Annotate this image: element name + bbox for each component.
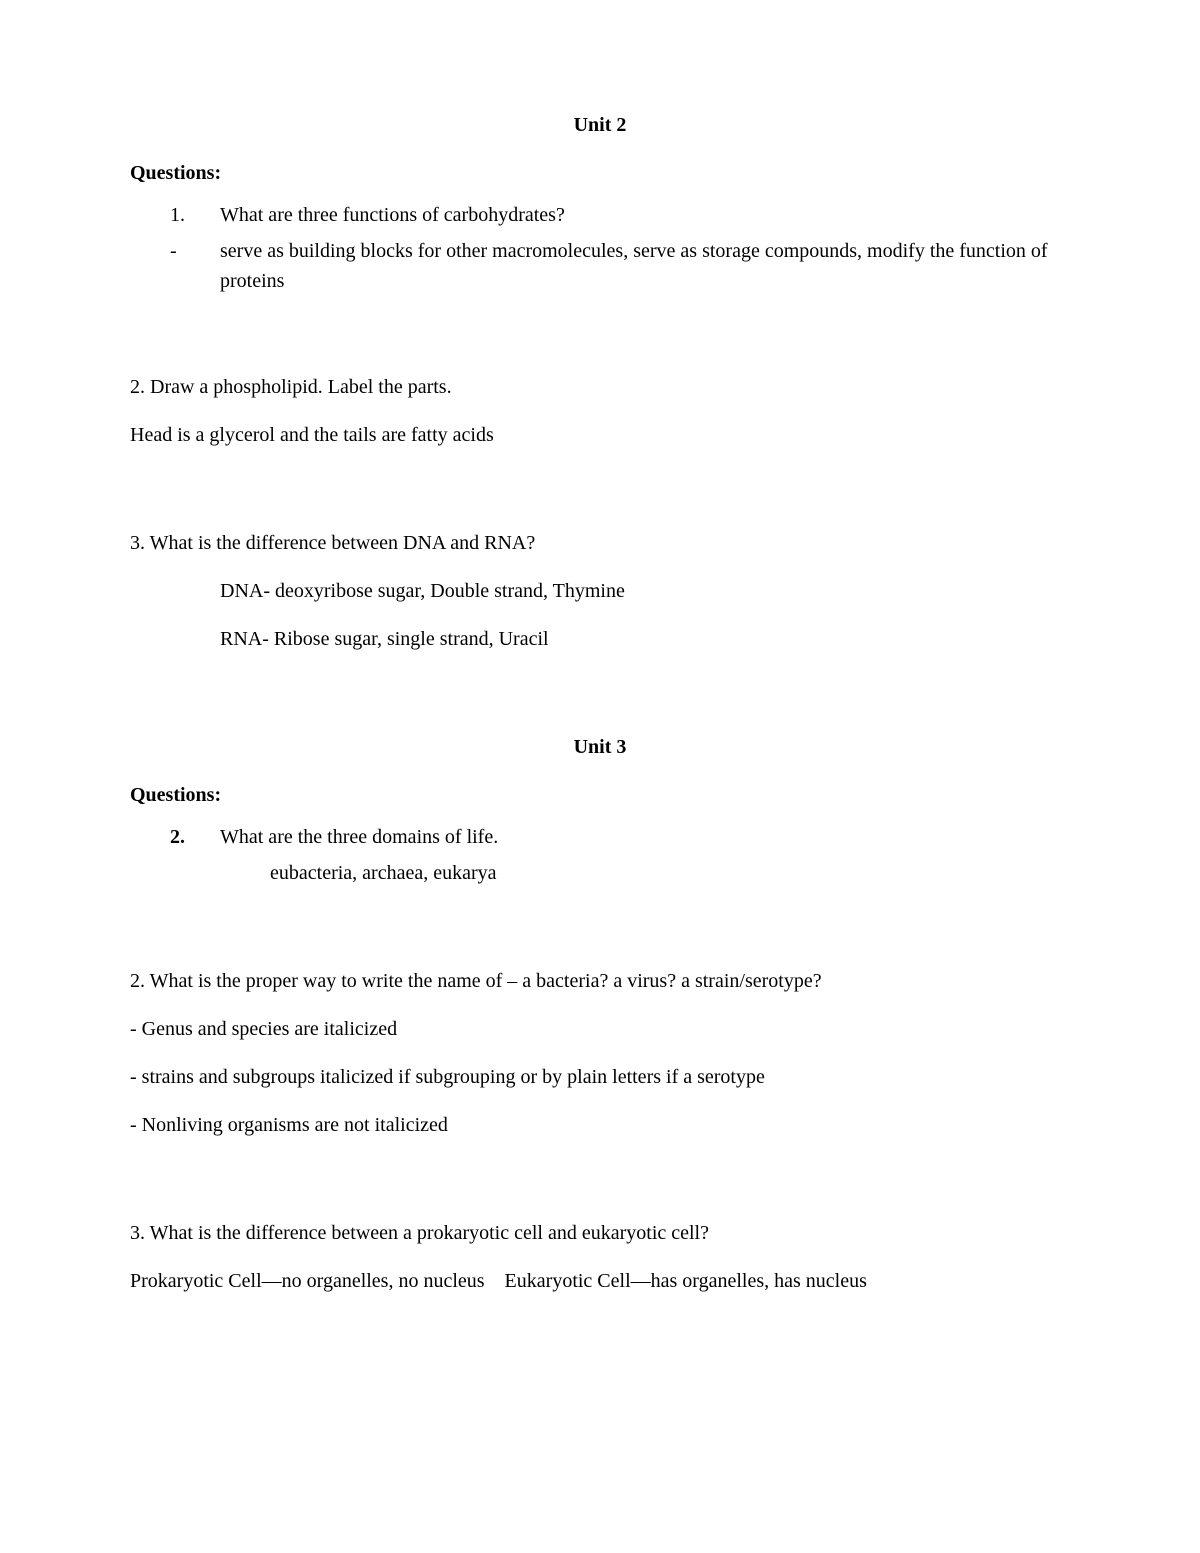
bullet-marker: -: [130, 236, 220, 296]
unit3-q1: 2. What are the three domains of life.: [130, 822, 1070, 852]
unit2-q3-prompt: 3. What is the difference between DNA an…: [130, 528, 1070, 558]
unit2-questions-label: Questions:: [130, 158, 1070, 188]
unit3-q2-line2: - strains and subgroups italicized if su…: [130, 1062, 1070, 1092]
unit2-q3-line1: DNA- deoxyribose sugar, Double strand, T…: [130, 576, 1070, 606]
unit3-q3-answer: Prokaryotic Cell—no organelles, no nucle…: [130, 1266, 1070, 1296]
list-marker: 1.: [130, 200, 220, 230]
unit3-questions-label: Questions:: [130, 780, 1070, 810]
unit2-q2-prompt: 2. Draw a phospholipid. Label the parts.: [130, 372, 1070, 402]
q1-answer-text: serve as building blocks for other macro…: [220, 236, 1070, 296]
unit3-q1-answer: eubacteria, archaea, eukarya: [130, 858, 1070, 888]
unit2-q1: 1. What are three functions of carbohydr…: [130, 200, 1070, 230]
unit3-q2-prompt: 2. What is the proper way to write the n…: [130, 966, 1070, 996]
q1-text: What are three functions of carbohydrate…: [220, 200, 1070, 230]
unit2-q3-line2: RNA- Ribose sugar, single strand, Uracil: [130, 624, 1070, 654]
q1-text: What are the three domains of life.: [220, 822, 1070, 852]
list-marker: 2.: [130, 822, 220, 852]
unit2-q1-answer: - serve as building blocks for other mac…: [130, 236, 1070, 296]
unit2-q2-answer: Head is a glycerol and the tails are fat…: [130, 420, 1070, 450]
unit3-title: Unit 3: [130, 732, 1070, 762]
unit3-q3-prompt: 3. What is the difference between a prok…: [130, 1218, 1070, 1248]
unit3-q2-line1: - Genus and species are italicized: [130, 1014, 1070, 1044]
unit2-title: Unit 2: [130, 110, 1070, 140]
unit3-q2-line3: - Nonliving organisms are not italicized: [130, 1110, 1070, 1140]
